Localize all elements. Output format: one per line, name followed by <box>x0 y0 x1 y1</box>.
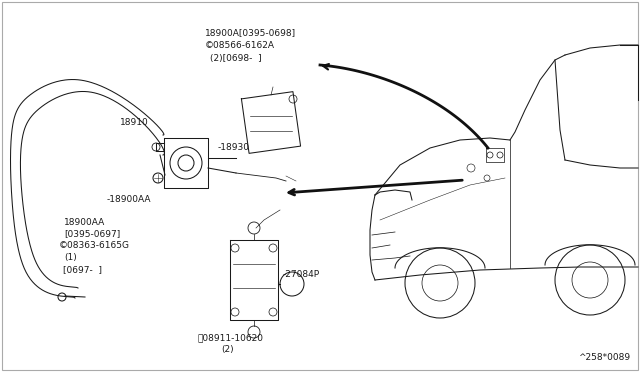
Text: ©08363-6165G: ©08363-6165G <box>59 241 130 250</box>
Text: 18910: 18910 <box>120 118 148 127</box>
Text: -18900AA: -18900AA <box>107 195 152 204</box>
Text: ©08566-6162A: ©08566-6162A <box>205 41 275 50</box>
Text: -18930: -18930 <box>218 143 250 152</box>
Text: (2): (2) <box>221 345 234 354</box>
Text: ⓝ08911-10620: ⓝ08911-10620 <box>198 333 264 342</box>
Text: [0395-0697]: [0395-0697] <box>64 229 120 238</box>
Text: (2)[0698-  ]: (2)[0698- ] <box>210 54 262 63</box>
Text: -27084P: -27084P <box>283 270 320 279</box>
Text: (1): (1) <box>64 253 77 262</box>
Text: 18900A[0395-0698]: 18900A[0395-0698] <box>205 28 296 37</box>
Text: 18900AA: 18900AA <box>64 218 105 227</box>
Text: [0697-  ]: [0697- ] <box>63 265 102 274</box>
Text: ^258*0089: ^258*0089 <box>578 353 630 362</box>
